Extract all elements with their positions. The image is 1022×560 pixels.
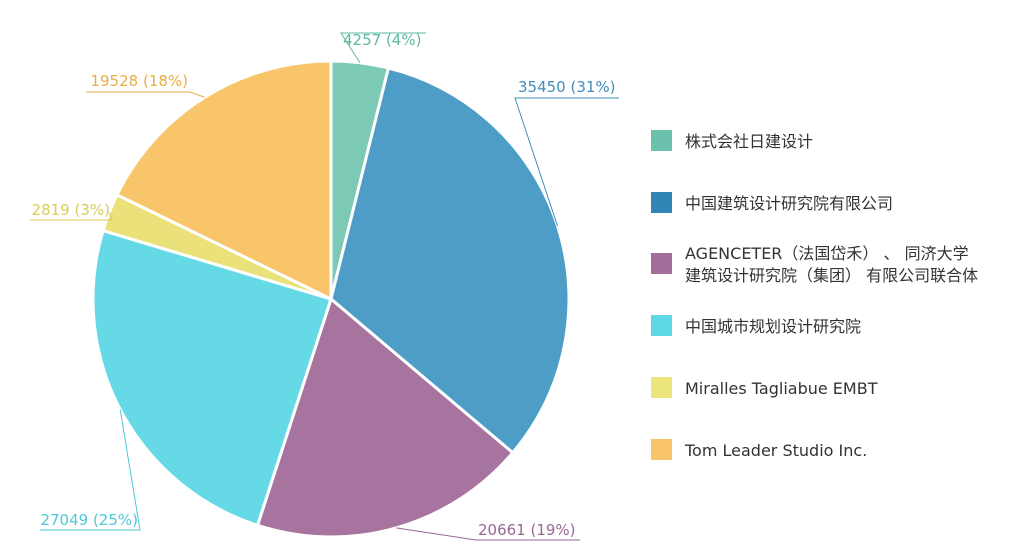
legend-item: 中国建筑设计研究院有限公司 — [651, 192, 893, 213]
leader-line — [396, 527, 580, 541]
legend-swatch — [651, 315, 672, 336]
legend-label: 建筑设计研究院（集团） 有限公司联合体 — [685, 266, 978, 285]
slice-label: 27049 (25%) — [40, 511, 138, 529]
leader-line — [340, 32, 426, 64]
legend-swatch — [651, 439, 672, 460]
legend-label: 株式会社日建设计 — [685, 132, 813, 151]
legend-swatch — [651, 253, 672, 274]
legend-label: 中国城市规划设计研究院 — [685, 317, 861, 336]
slice-labels: 4257 (4%) 35450 (31%) 20661 (19%) 27049 (25… — [32, 31, 616, 539]
leader-line — [86, 91, 205, 98]
leader-line — [40, 409, 141, 531]
slice-label: 19528 (18%) — [90, 72, 188, 90]
leader-line — [514, 97, 619, 226]
legend-item: Tom Leader Studio Inc. — [651, 439, 867, 460]
legend-label: AGENCETER（法国岱禾） 、 同济大学 — [685, 244, 969, 263]
legend-swatch — [651, 377, 672, 398]
legend-label: Miralles Tagliabue EMBT — [685, 379, 878, 398]
pie-slice — [114, 59, 333, 302]
pie-slice — [91, 228, 333, 528]
legend-label: 中国建筑设计研究院有限公司 — [685, 194, 893, 213]
legend-item: 株式会社日建设计 — [651, 130, 813, 151]
leader-line — [30, 212, 113, 221]
slice-label: 2819 (3%) — [32, 201, 110, 219]
legend-item: 中国城市规划设计研究院 — [651, 315, 861, 336]
legend-swatch — [651, 192, 672, 213]
slice-label: 20661 (19%) — [478, 521, 576, 539]
legend-label: Tom Leader Studio Inc. — [684, 441, 867, 460]
legend-swatch — [651, 130, 672, 151]
slice-label: 35450 (31%) — [518, 78, 616, 96]
pie-slice — [255, 296, 515, 539]
legend-item: Miralles Tagliabue EMBT — [651, 377, 878, 398]
pie-slices — [91, 59, 571, 539]
pie-slice — [329, 66, 571, 455]
slice-label: 4257 (4%) — [343, 31, 421, 49]
leader-lines — [30, 32, 619, 541]
